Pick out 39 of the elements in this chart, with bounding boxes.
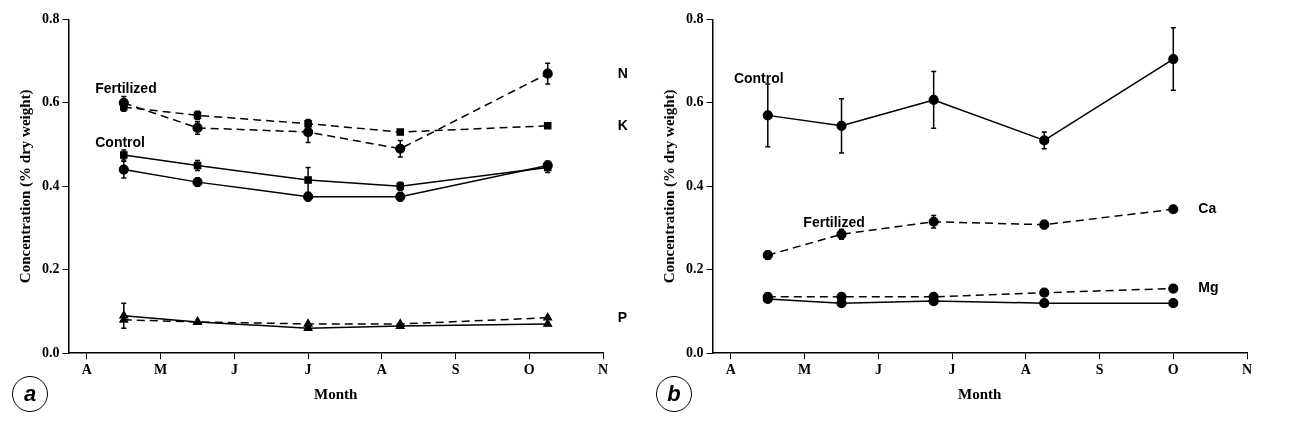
x-tick-label: J (230, 362, 238, 378)
x-tick-label: N (597, 362, 609, 378)
y-axis-title: Concentration (% dry weight) (660, 89, 678, 284)
y-tick-label: 0.4 (686, 177, 704, 193)
x-tick-label: S (451, 362, 460, 378)
y-tick-label: 0.2 (42, 261, 60, 277)
y-tick-label: 0.2 (686, 261, 704, 277)
text: P (617, 308, 628, 325)
annotation: Fertilized (803, 213, 865, 230)
text: K (617, 116, 628, 133)
y-tick-label: 0.8 (686, 11, 704, 27)
annotation: Fertilized (95, 80, 157, 97)
series-label: Mg (1198, 279, 1219, 296)
x-tick-label: O (523, 362, 535, 378)
x-axis-title: Month (958, 385, 1003, 402)
y-tick-label: 0.6 (42, 94, 60, 110)
annotation: Control (95, 133, 145, 150)
x-tick-label: O (1167, 362, 1179, 378)
y-tick-label: 0.6 (686, 94, 704, 110)
y-tick-label: 0.0 (686, 344, 704, 360)
x-tick-label: S (1095, 362, 1104, 378)
y-axis-title: Concentration (% dry weight) (16, 89, 34, 284)
x-tick-label: J (304, 362, 312, 378)
x-tick-label: J (874, 362, 882, 378)
text: N (617, 64, 628, 81)
y-tick-label: 0.4 (42, 177, 60, 193)
x-tick-label: J (948, 362, 956, 378)
y-tick-label: 0.8 (42, 11, 60, 27)
x-tick-label: A (376, 362, 388, 378)
x-tick-label: A (1020, 362, 1032, 378)
x-tick-label: M (798, 362, 812, 378)
x-tick-label: M (154, 362, 168, 378)
x-tick-label: N (1241, 362, 1253, 378)
annotation: Control (733, 70, 784, 87)
x-tick-label: A (725, 362, 737, 378)
x-axis-title: Month (314, 385, 359, 402)
y-tick-label: 0.0 (42, 344, 60, 360)
x-tick-label: A (81, 362, 93, 378)
series-label: Ca (1198, 200, 1217, 217)
